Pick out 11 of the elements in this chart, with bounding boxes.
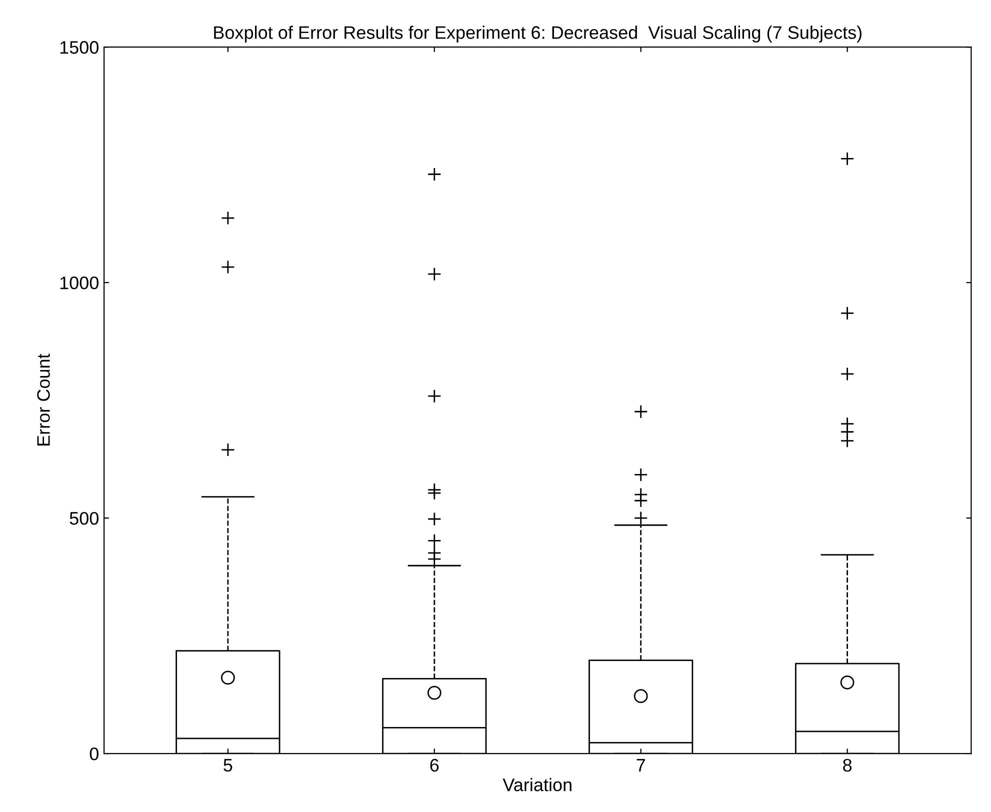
y-tick-label: 500: [70, 512, 98, 525]
y-tick-label: 1000: [60, 276, 98, 290]
x-tick-label: 8: [843, 758, 852, 772]
x-tick-label: 6: [430, 758, 439, 772]
y-tick-label: 1500: [60, 41, 98, 54]
x-axis-title: Variation: [502, 778, 572, 792]
x-tick-label: 7: [636, 759, 645, 772]
y-tick-label: 0: [90, 747, 98, 760]
x-tick-label: 5: [224, 759, 232, 772]
chart-title: Boxplot of Error Results for Experiment 6: Decreased Visual Scaling (7 Subjects): [214, 26, 862, 43]
y-axis-title: Error Count: [37, 354, 50, 446]
